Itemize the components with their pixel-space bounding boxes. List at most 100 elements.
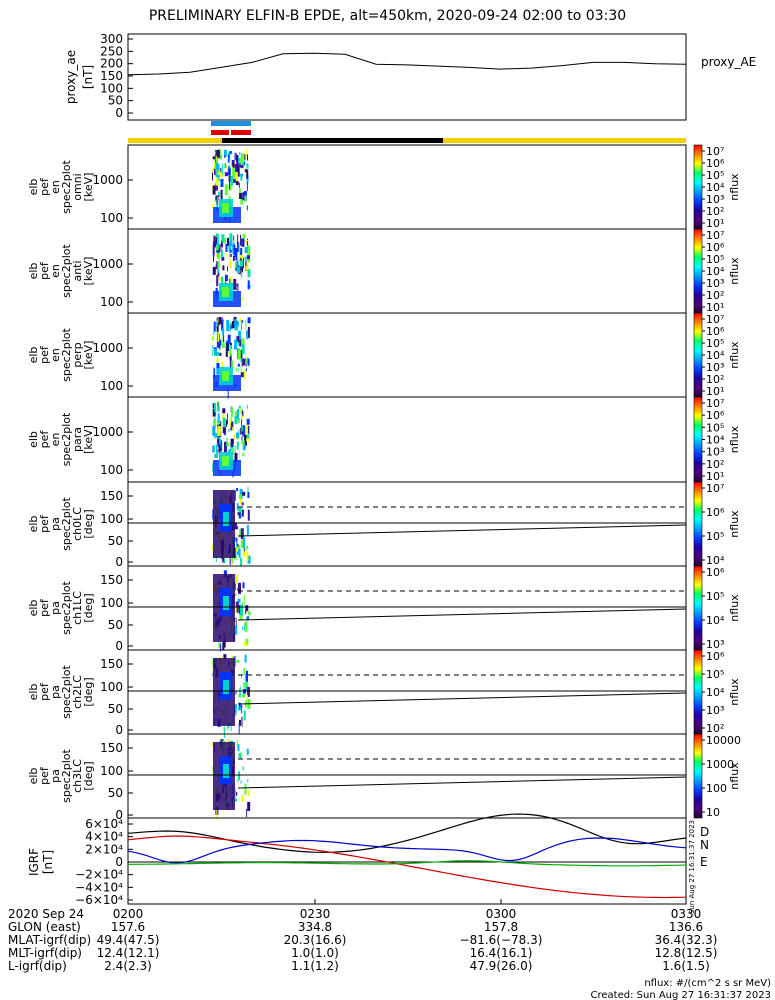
spectrogram-pixel [215, 238, 217, 243]
spectrogram-pixel [214, 150, 218, 161]
spectrogram-pixel [239, 336, 242, 347]
spectrogram-pixel [244, 654, 247, 663]
spectrogram-pixel [221, 336, 223, 348]
spectrogram-pixel [240, 247, 243, 255]
spectrogram-pixel [246, 149, 248, 160]
spectrogram-pixel [230, 323, 232, 330]
spectrogram-pixel [216, 196, 218, 201]
ytick-label: 0 [115, 855, 123, 869]
spectrogram-pixel [215, 151, 216, 155]
spectrogram-pixel [216, 244, 218, 251]
spectrogram-pixel [212, 185, 216, 195]
panel-frame-ch1LC [127, 565, 687, 651]
spectrogram-pixel [212, 445, 214, 453]
spectrogram-pixel [221, 240, 223, 248]
spectrogram-pixel [234, 152, 236, 160]
ylabel-igrf-unit: [nT] [41, 850, 55, 874]
ytick-label: 0 [115, 639, 123, 653]
spectrogram-pixel [244, 162, 245, 165]
spectrogram-pixel [213, 321, 216, 332]
spectrogram-pixel [231, 427, 233, 432]
ylabel-ch0LC: [deg] [82, 509, 95, 538]
spectrogram-pixel [235, 249, 238, 261]
spectrogram-pixel [240, 528, 244, 540]
spectrogram-pixel [227, 723, 229, 731]
colorbar-tick-label: 10⁵ [706, 253, 724, 266]
colorbar-label: nflux [728, 425, 741, 453]
spectrogram-pixel [229, 358, 232, 369]
spectrogram-pixel [231, 554, 234, 564]
spectrogram-pixel [241, 238, 243, 246]
spectrogram-pixel [215, 177, 219, 186]
footer-row-label: L-igrf(dip) [8, 959, 67, 973]
spectrogram-pixel [235, 618, 237, 627]
spectrogram-pixel [234, 625, 238, 635]
colorbar-flux [693, 396, 703, 483]
ytick-label: 50 [108, 618, 123, 632]
spectrogram-pixel [235, 152, 237, 162]
spectrogram-pixel [243, 667, 246, 675]
spectrogram-pixel [245, 368, 247, 372]
spectrogram-pixel [234, 798, 238, 802]
spectrogram-pixel [244, 783, 247, 795]
spectrogram-pixel [224, 155, 226, 159]
ytick-label: 50 [108, 786, 123, 800]
spectrogram-pixel [217, 249, 220, 259]
spectrogram-pixel [242, 444, 246, 451]
science-zone-bar-red-1 [211, 130, 229, 135]
footer-value: −81.6(−78.3) [460, 933, 543, 947]
spectrogram-pixel [229, 276, 233, 287]
spectrogram-pixel [222, 361, 224, 373]
ylabel-perp: pef [38, 345, 51, 364]
spectrogram-pixel [212, 509, 214, 520]
spectrogram-pixel [247, 616, 249, 621]
ylabel-anti: en [49, 264, 62, 278]
spectrogram-pixel [234, 339, 238, 350]
spectrogram-pixel [235, 267, 237, 271]
created-stamp: Created: Sun Aug 27 16:31:37 2023 [591, 990, 771, 1000]
spectrogram-pixel [243, 710, 246, 721]
spectrogram-pixel [246, 330, 249, 340]
spectrogram-pixel [221, 343, 225, 349]
colorbar-pa2 [693, 649, 703, 735]
panel-frame-ch2LC [127, 649, 687, 735]
spectrogram-pixel [236, 155, 239, 160]
spectrogram-pixel [234, 445, 236, 453]
ytick-label: 0 [115, 555, 123, 569]
ylabel-ch3LC: [deg] [82, 761, 95, 790]
spectrogram-pixel [245, 240, 248, 243]
spectrogram-pixel [245, 261, 249, 271]
ytick-label: 100 [100, 81, 123, 95]
ytick-label: 0 [115, 723, 123, 737]
spectrogram-pixel [228, 449, 231, 454]
spectrogram-pixel [215, 159, 217, 164]
spectrogram-pixel [226, 163, 228, 169]
spectrogram-pixel [246, 670, 248, 682]
spectrogram-pixel [223, 638, 226, 648]
spectrogram-pixel [247, 269, 251, 278]
spectrogram-pixel [238, 513, 241, 519]
spectrogram-core [223, 680, 229, 694]
spectrogram-pixel [241, 440, 245, 445]
ylabel-omni: elb [27, 179, 40, 196]
ytick-label: 1000 [92, 341, 123, 355]
spectrogram-pixel [238, 702, 241, 708]
spectrogram-pixel [243, 370, 246, 379]
spectrogram-pixel [216, 444, 218, 453]
spectrogram-pixel [216, 149, 220, 158]
spectrogram-pixel [223, 149, 227, 157]
legend-N: N [700, 838, 709, 852]
ytick-label: 150 [100, 69, 123, 83]
spectrogram-pixel [235, 788, 236, 798]
spectrogram-pixel [242, 358, 246, 366]
spectrogram-pixel [240, 260, 243, 267]
spectrogram-pixel [230, 415, 232, 423]
spectrogram-pixel [231, 406, 234, 417]
colorbar-tick-label: 10⁴ [706, 265, 725, 278]
colorbar-flux [693, 228, 703, 314]
colorbar-tick-label: 10⁶ [706, 241, 725, 254]
spectrogram-pixel [242, 766, 244, 771]
spectrogram-pixel [243, 537, 246, 549]
spectrogram-pixel [235, 367, 237, 372]
spectrogram-pixel [240, 365, 242, 375]
